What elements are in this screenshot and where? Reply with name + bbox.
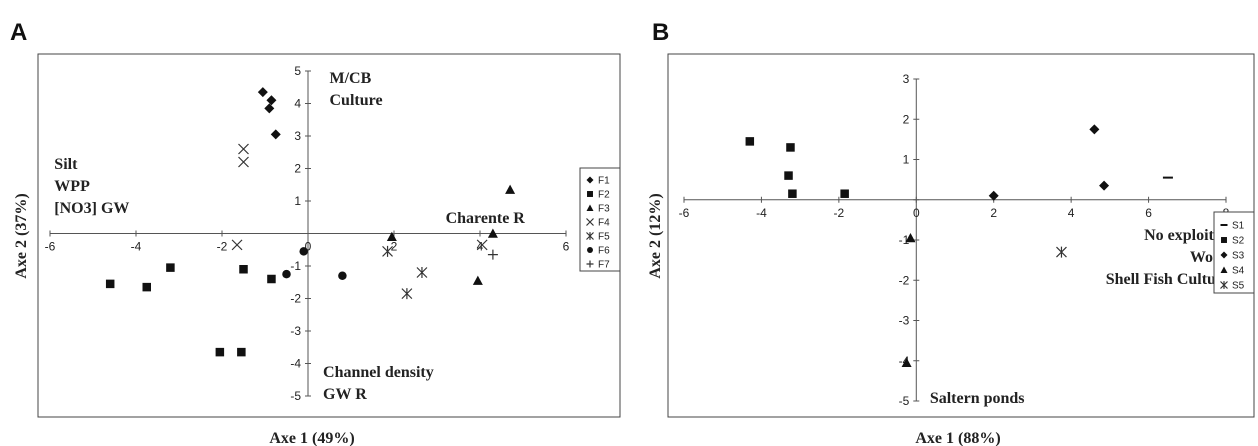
data-point-s2 bbox=[788, 189, 797, 198]
data-point-s2 bbox=[786, 143, 795, 152]
y-tick-label: -2 bbox=[290, 292, 301, 306]
y-tick-label: 2 bbox=[294, 162, 301, 176]
data-point-f2 bbox=[143, 283, 152, 292]
panel-label-a: A bbox=[10, 19, 27, 46]
x-tick-label: -4 bbox=[131, 240, 142, 254]
annotation-line: M/CB bbox=[330, 70, 372, 87]
x-tick-label: -2 bbox=[834, 206, 845, 220]
legend-label-f4: F4 bbox=[598, 218, 610, 229]
legend-label-s1: S1 bbox=[1232, 221, 1245, 232]
annotation-text: Charente R bbox=[446, 210, 526, 227]
y-tick-label: -3 bbox=[899, 314, 910, 328]
x-tick-label: -6 bbox=[45, 240, 56, 254]
y-tick-label: -1 bbox=[290, 259, 301, 273]
legend-marker-f6 bbox=[587, 247, 593, 253]
legend-label-s5: S5 bbox=[1232, 281, 1245, 292]
y-tick-label: 5 bbox=[294, 64, 301, 78]
x-axis-title-a: Axe 1 (49%) bbox=[269, 430, 354, 446]
x-tick-label: 2 bbox=[990, 206, 997, 220]
y-axis-title-b: Axe 2 (12%) bbox=[647, 193, 664, 278]
annotation-line: GW R bbox=[323, 386, 367, 403]
annotation-line: Channel density bbox=[323, 364, 434, 381]
legend-label-s2: S2 bbox=[1232, 236, 1245, 247]
data-point-f2 bbox=[106, 280, 115, 289]
data-point-f2 bbox=[216, 348, 225, 357]
annotation-line: Shell Fish Culture bbox=[1106, 271, 1230, 288]
x-tick-label: 6 bbox=[1145, 206, 1152, 220]
legend-label-s4: S4 bbox=[1232, 266, 1245, 277]
legend-label-s3: S3 bbox=[1232, 251, 1245, 262]
annotation-line: Silt bbox=[54, 156, 78, 173]
data-point-s2 bbox=[840, 189, 849, 198]
data-point-f2 bbox=[239, 265, 248, 274]
y-tick-label: 3 bbox=[903, 72, 910, 86]
x-axis-title-b: Axe 1 (88%) bbox=[915, 430, 1000, 446]
annotation-line: Saltern ponds bbox=[930, 390, 1025, 407]
y-tick-label: 1 bbox=[903, 153, 910, 167]
y-tick-label: -3 bbox=[290, 324, 301, 338]
y-tick-label: -5 bbox=[290, 389, 301, 403]
legend-label-f3: F3 bbox=[598, 204, 610, 215]
panel-label-b: B bbox=[652, 19, 669, 46]
y-tick-label: 2 bbox=[903, 112, 910, 126]
legend-label-f5: F5 bbox=[598, 232, 610, 243]
data-point-s2 bbox=[746, 137, 755, 146]
y-axis-title-a: Axe 2 (37%) bbox=[13, 193, 30, 278]
data-point-f6 bbox=[282, 270, 291, 279]
x-tick-label: 4 bbox=[1068, 206, 1075, 220]
y-tick-label: -4 bbox=[290, 357, 301, 371]
x-tick-label: 6 bbox=[563, 240, 570, 254]
legend-label-f6: F6 bbox=[598, 246, 610, 257]
y-tick-label: 1 bbox=[294, 194, 301, 208]
x-tick-label: 0 bbox=[913, 206, 920, 220]
data-point-f6 bbox=[338, 272, 347, 281]
legend-a: F1 F2 F3 F4 F5 F6 F7 bbox=[580, 168, 620, 271]
legend-label-f1: F1 bbox=[598, 176, 610, 187]
data-point-f2 bbox=[237, 348, 246, 357]
annotation-line: WPP bbox=[54, 178, 90, 195]
y-tick-label: -2 bbox=[899, 273, 910, 287]
data-point-f6 bbox=[299, 247, 308, 256]
y-tick-label: 3 bbox=[294, 129, 301, 143]
x-tick-label: -6 bbox=[679, 206, 690, 220]
data-point-f2 bbox=[267, 275, 276, 284]
legend-label-f7: F7 bbox=[598, 260, 610, 271]
x-tick-label: -4 bbox=[756, 206, 767, 220]
annotation-line: Culture bbox=[330, 92, 383, 109]
y-tick-label: 4 bbox=[294, 97, 301, 111]
y-tick-label: -5 bbox=[899, 394, 910, 408]
legend-marker-s2 bbox=[1221, 237, 1227, 243]
annotation-line: [NO3] GW bbox=[54, 200, 129, 217]
legend-label-f2: F2 bbox=[598, 190, 610, 201]
x-tick-label: -2 bbox=[217, 240, 228, 254]
annotation-text: Saltern ponds bbox=[930, 390, 1025, 407]
data-point-s2 bbox=[784, 171, 793, 180]
legend-marker-f2 bbox=[587, 191, 593, 197]
data-point-f2 bbox=[166, 263, 175, 272]
annotation-line: Charente R bbox=[446, 210, 526, 227]
legend-b: S1 S2 S3 S4 S5 bbox=[1214, 212, 1254, 293]
